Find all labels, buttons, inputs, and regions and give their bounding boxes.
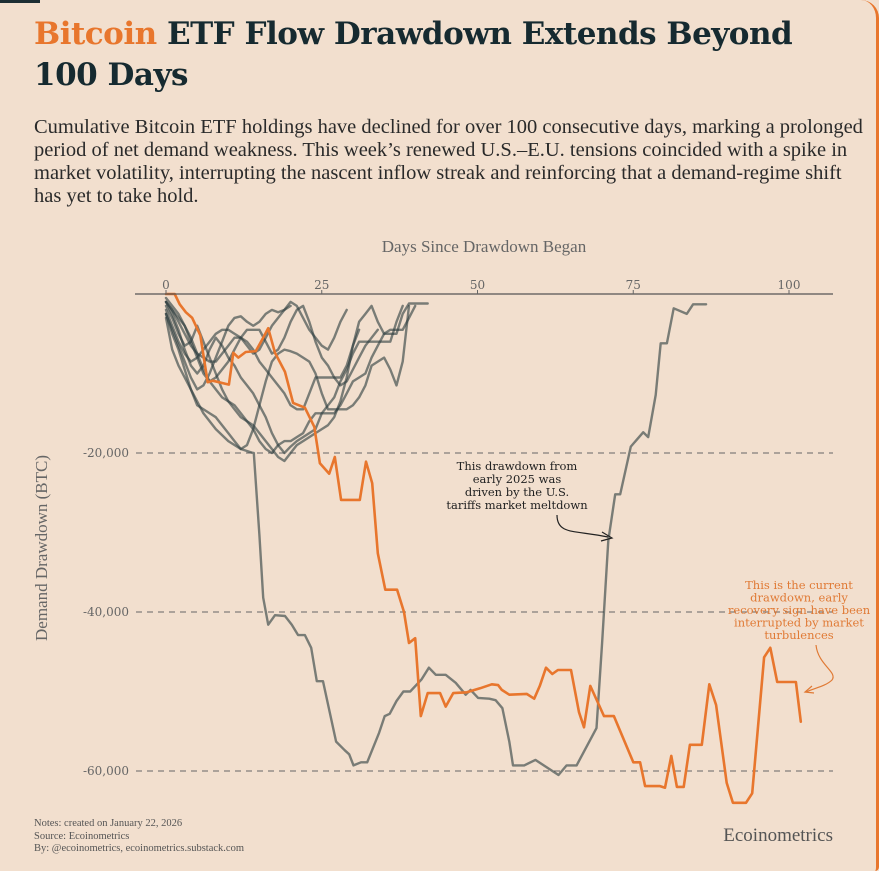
annotation-line: interrupted by market xyxy=(734,616,864,630)
annotation-line: tariffs market meltdown xyxy=(446,498,588,512)
top-edge-bar xyxy=(0,0,40,3)
arrowhead-icon xyxy=(803,685,815,694)
annotation-line: This is the current xyxy=(745,578,853,592)
x-tick-label: 50 xyxy=(470,278,485,292)
footer-notes: Notes: created on January 22, 2026 Sourc… xyxy=(34,818,244,856)
x-axis-title: Days Since Drawdown Began xyxy=(382,237,587,256)
chart-subtitle: Cumulative Bitcoin ETF holdings have dec… xyxy=(34,116,863,207)
y-tick-label: -60,000 xyxy=(83,764,129,778)
annotation-line: driven by the U.S. xyxy=(465,485,569,499)
y-axis-title: Demand Drawdown (BTC) xyxy=(32,455,51,641)
series-line-historical xyxy=(164,296,379,387)
notes-source: Source: Ecoinometrics xyxy=(34,830,130,842)
series-line-historical xyxy=(164,303,708,777)
x-ticks: 0 25 50 75 100 xyxy=(162,278,800,294)
annotation-arrow-current xyxy=(805,644,834,693)
notes-date: Notes: created on January 22, 2026 xyxy=(34,818,183,829)
notes-author: By: @ecoinometrics, ecoinometrics.substa… xyxy=(34,843,244,854)
series-lines xyxy=(164,292,803,805)
series-line-historical xyxy=(164,304,292,391)
annotation-line: This drawdown from xyxy=(457,459,578,473)
annotation-line: early 2025 was xyxy=(473,472,562,486)
brand-logo-text: Ecoinometrics xyxy=(723,825,833,846)
x-tick-label: 0 xyxy=(162,278,170,292)
title-rest: ETF Flow Drawdown Extends Beyond 100 Day… xyxy=(34,16,793,93)
y-tick-label: -40,000 xyxy=(83,605,129,619)
x-tick-label: 75 xyxy=(626,278,641,292)
x-tick-label: 25 xyxy=(314,278,329,292)
x-tick-label: 100 xyxy=(778,278,801,292)
annotation-line: drawdown, early xyxy=(750,591,848,605)
annotations: This drawdown from early 2025 was driven b… xyxy=(446,459,871,694)
title-accent: Bitcoin xyxy=(34,16,157,52)
y-tick-label: -20,000 xyxy=(83,446,129,460)
annotation-current: This is the current drawdown, early recove… xyxy=(728,578,871,642)
annotation-line: recovery sign have been xyxy=(728,603,871,617)
y-ticks: -20,000 -40,000 -60,000 xyxy=(83,446,129,778)
chart-title: Bitcoin ETF Flow Drawdown Extends Beyond… xyxy=(34,14,854,96)
annotation-arrow-tariffs xyxy=(556,514,609,538)
annotation-tariffs: This drawdown from early 2025 was driven b… xyxy=(446,459,588,512)
annotation-line: turbulences xyxy=(764,628,833,642)
arrowhead-icon xyxy=(600,531,614,542)
series-line-historical xyxy=(164,304,411,451)
series-line-current xyxy=(164,292,803,805)
